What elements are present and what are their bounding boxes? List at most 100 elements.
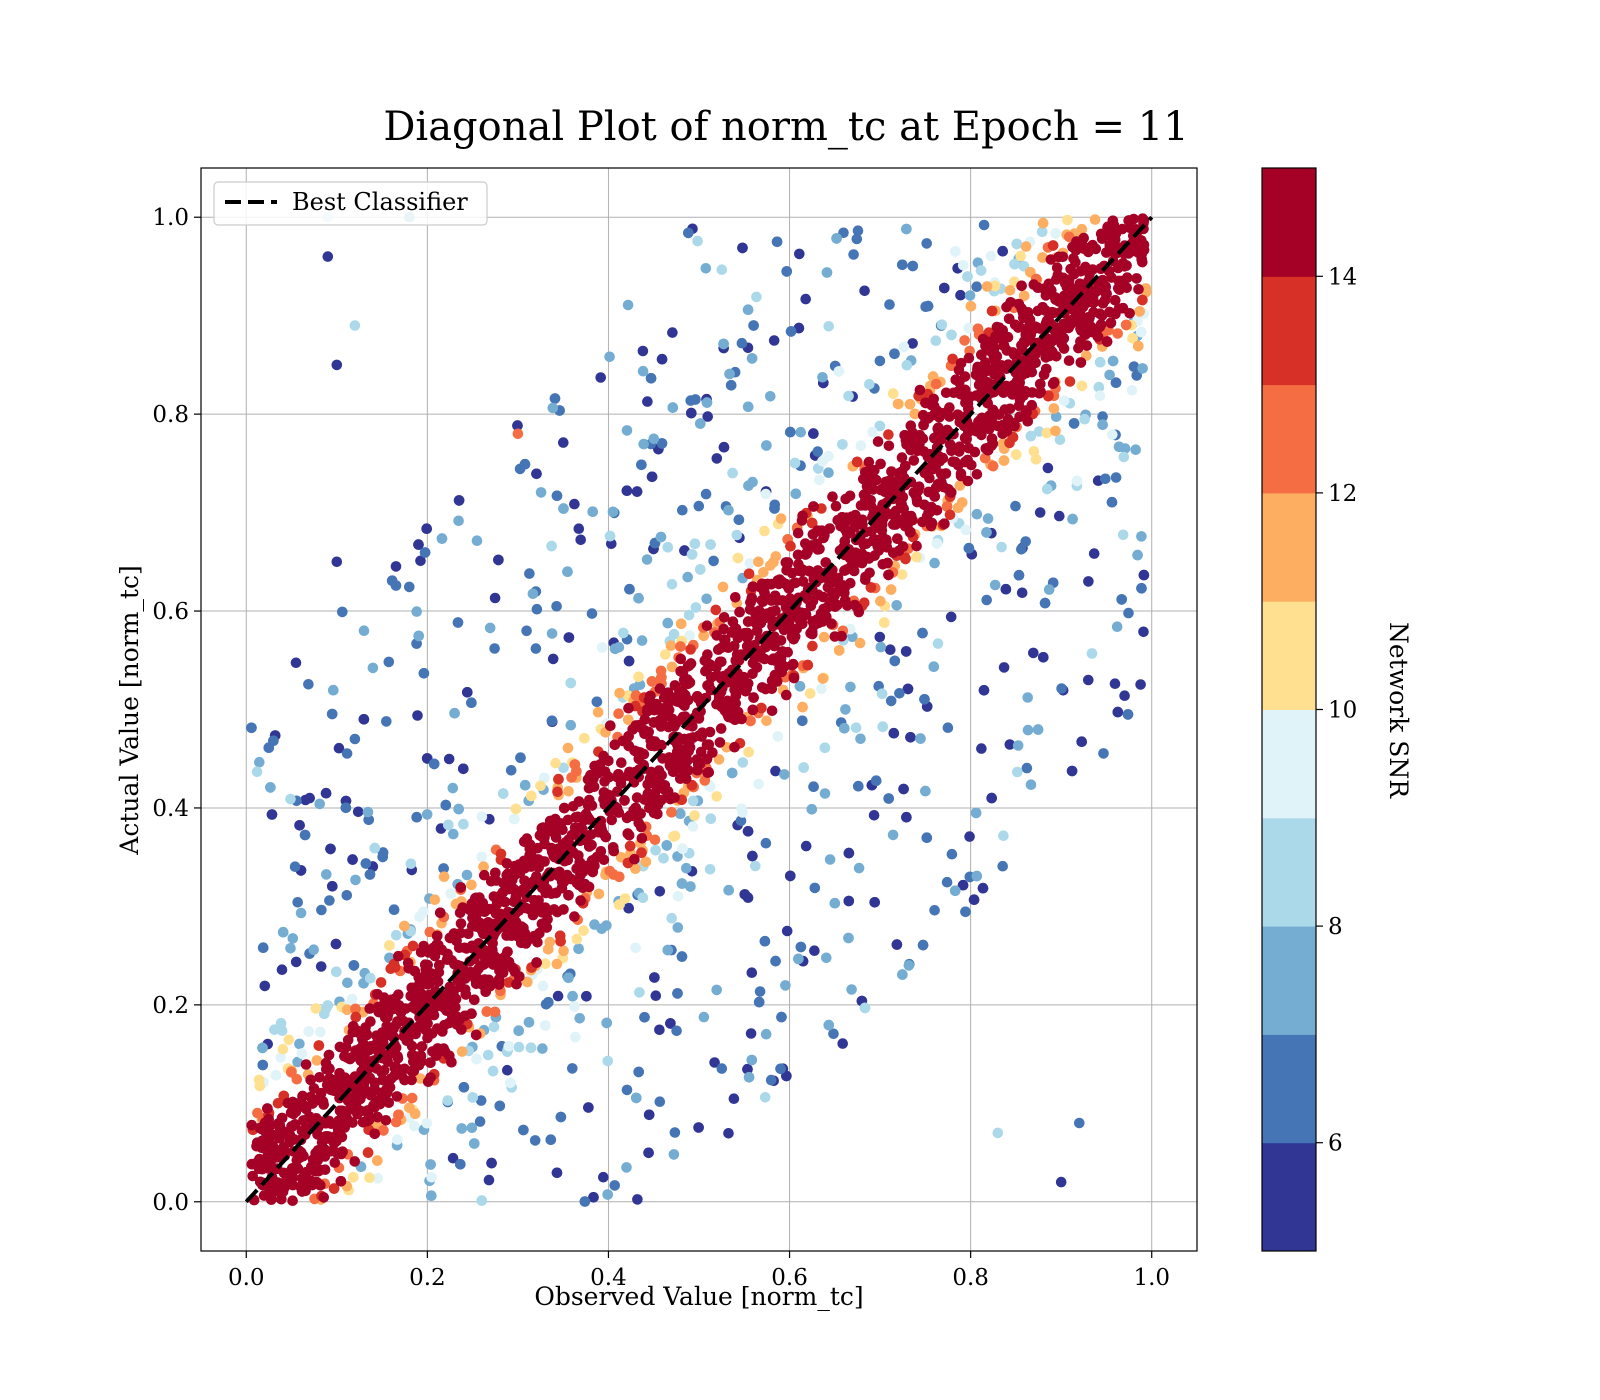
scatter-point [766,705,778,717]
scatter-point [829,631,841,642]
scatter-point [989,280,1001,292]
colorbar-tick-label: 12 [1328,481,1357,507]
scatter-point [297,1099,309,1111]
scatter-point [319,1008,330,1020]
scatter-point [1019,337,1030,349]
scatter-point [466,697,477,708]
scatter-point [853,862,865,874]
scatter-point [662,617,674,629]
scatter-point [982,513,994,524]
scatter-point [1016,280,1027,292]
scatter-point [501,858,513,869]
scatter-point [341,748,353,759]
scatter-point [730,592,741,603]
scatter-point [494,1100,506,1112]
scatter-point [808,501,819,512]
scatter-point [1011,238,1023,250]
scatter-point [859,285,870,297]
scatter-point [1088,548,1100,559]
y-tick-label: 0.2 [152,993,189,1019]
scatter-point [848,249,859,260]
scatter-point [444,1050,455,1062]
scatter-point [573,796,585,807]
scatter-point [963,442,975,454]
scatter-point [711,453,723,464]
scatter-point [523,1017,535,1028]
scatter-point [1048,377,1060,388]
scatter-point [1138,217,1149,229]
scatter-point [1013,298,1025,310]
scatter-point [298,1150,309,1162]
scatter-point [328,1183,340,1194]
scatter-point [372,1155,383,1166]
colorbar-segment [1262,1034,1316,1144]
scatter-point [668,1149,680,1160]
scatter-point [572,811,584,823]
scatter-point [821,267,833,278]
scatter-point [781,565,792,576]
scatter-point [257,942,269,953]
scatter-point [383,656,395,668]
scatter-point [1118,451,1130,463]
scatter-point [566,772,577,783]
scatter-point [947,353,958,365]
scatter-point [327,881,338,892]
scatter-point [403,963,415,974]
scatter-point [285,1107,297,1119]
scatter-point [729,741,740,753]
scatter-point [746,1054,758,1066]
scatter-point [458,1082,470,1093]
scatter-point [751,618,762,629]
scatter-point [604,351,615,363]
scatter-point [316,904,327,916]
y-tick-label: 1.0 [152,205,189,231]
scatter-point [885,695,897,707]
scatter-point [546,715,558,727]
scatter-point [447,1011,458,1022]
scatter-point [960,906,971,918]
scatter-point [770,765,781,777]
scatter-point [1126,385,1138,396]
scatter-point [719,634,730,645]
scatter-point [744,558,756,569]
scatter-point [314,798,326,810]
scatter-point [928,661,940,672]
scatter-point [384,940,395,951]
scatter-point [1051,274,1062,285]
scatter-point [283,1130,295,1142]
scatter-point [791,623,803,634]
scatter-point [497,788,509,799]
scatter-point [1105,317,1117,329]
scatter-point [728,696,740,707]
scatter-point [551,601,562,612]
scatter-point [1087,264,1098,275]
scatter-point [977,882,989,894]
scatter-point [963,542,975,554]
scatter-point [944,402,955,413]
scatter-point [426,1172,437,1183]
scatter-point [454,907,466,919]
scatter-point [823,467,834,479]
scatter-point [737,757,749,768]
scatter-point [550,757,561,769]
scatter-point [552,843,564,855]
scatter-point [455,918,467,929]
scatter-point [965,301,977,312]
scatter-point [785,426,796,438]
scatter-point [330,938,342,950]
scatter-point [1107,429,1118,440]
colorbar-tick-label: 6 [1328,1131,1343,1157]
scatter-point [687,821,699,832]
scatter-point [458,763,469,775]
scatter-point [489,643,500,654]
scatter-point [419,547,431,558]
scatter-point [493,554,504,566]
scatter-point [817,372,828,383]
scatter-point [837,439,848,450]
scatter-point [540,958,551,969]
scatter-point [865,464,876,476]
scatter-point [823,1019,835,1031]
scatter-point [907,427,918,438]
scatter-point [945,487,957,498]
scatter-point [843,895,855,907]
